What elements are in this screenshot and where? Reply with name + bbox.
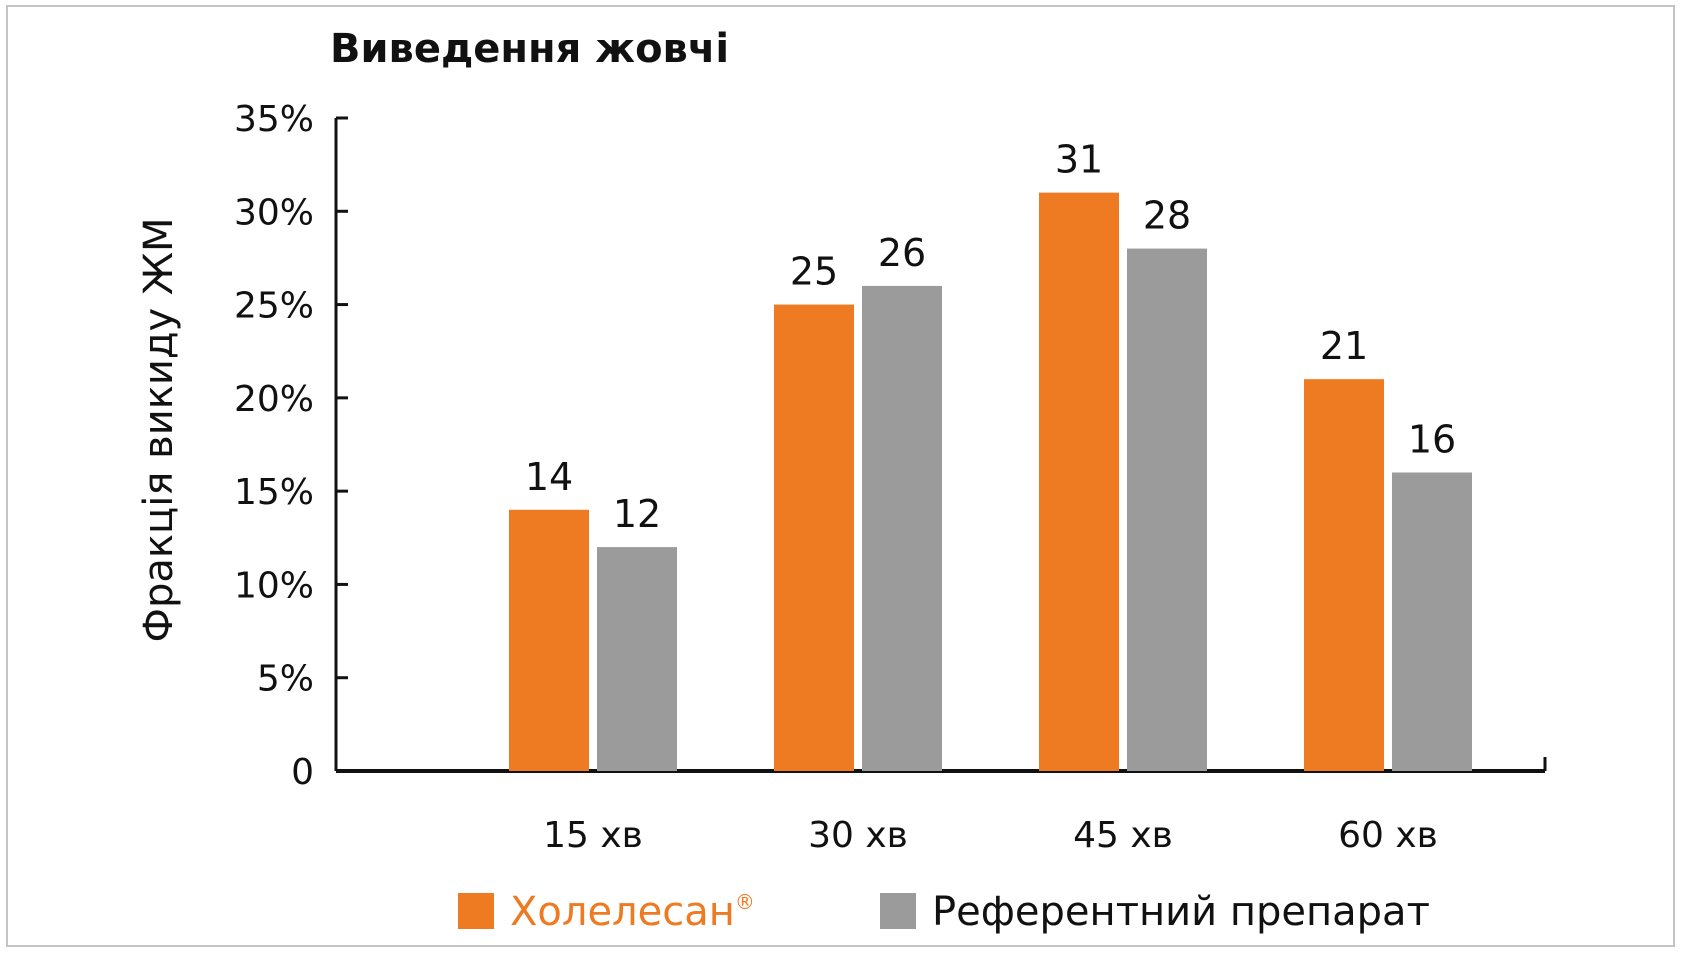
legend-swatch xyxy=(880,893,916,929)
data-labels: 14 12 25 26 31 28 21 16 xyxy=(525,138,1456,536)
bar xyxy=(597,547,677,771)
data-label: 31 xyxy=(1055,138,1103,182)
y-axis: 0 5% 10% 15% 20% 25% 30% 35% xyxy=(234,99,348,793)
y-tick-label: 10% xyxy=(234,565,314,606)
y-tick-label: 20% xyxy=(234,379,314,420)
legend: Холелесан® Референтний препарат xyxy=(458,889,1430,935)
bars xyxy=(509,192,1472,772)
x-tick-label: 15 хв xyxy=(543,815,643,856)
data-label: 12 xyxy=(613,492,661,536)
data-label: 21 xyxy=(1320,324,1368,368)
y-axis-label: Фракція викиду ЖМ xyxy=(136,218,182,643)
x-tick-label: 45 хв xyxy=(1073,815,1173,856)
data-label: 26 xyxy=(878,231,926,275)
data-label: 16 xyxy=(1408,417,1456,461)
chart-title: Виведення жовчі xyxy=(330,26,729,72)
y-tick-label: 25% xyxy=(234,286,314,327)
y-tick-label: 5% xyxy=(257,659,314,700)
bar xyxy=(862,285,942,771)
bar xyxy=(1392,472,1472,771)
data-label: 28 xyxy=(1143,194,1191,238)
x-tick-label: 60 хв xyxy=(1338,815,1438,856)
y-tick-label: 15% xyxy=(234,472,314,513)
bar xyxy=(1039,192,1119,772)
bar xyxy=(1127,248,1207,772)
legend-swatch xyxy=(458,893,494,929)
registered-mark: ® xyxy=(735,890,755,914)
x-axis: 15 хв 30 хв 45 хв 60 хв xyxy=(336,757,1547,856)
y-tick-label: 35% xyxy=(234,99,314,140)
legend-label: Референтний препарат xyxy=(932,889,1430,935)
y-tick-label: 0 xyxy=(291,752,314,793)
bar xyxy=(774,304,854,771)
bar xyxy=(1304,379,1384,771)
legend-label: Холелесан® xyxy=(510,889,755,935)
x-tick-label: 30 хв xyxy=(808,815,908,856)
bar xyxy=(509,509,589,771)
data-label: 14 xyxy=(525,455,573,499)
y-tick-label: 30% xyxy=(234,192,314,233)
data-label: 25 xyxy=(790,250,838,294)
